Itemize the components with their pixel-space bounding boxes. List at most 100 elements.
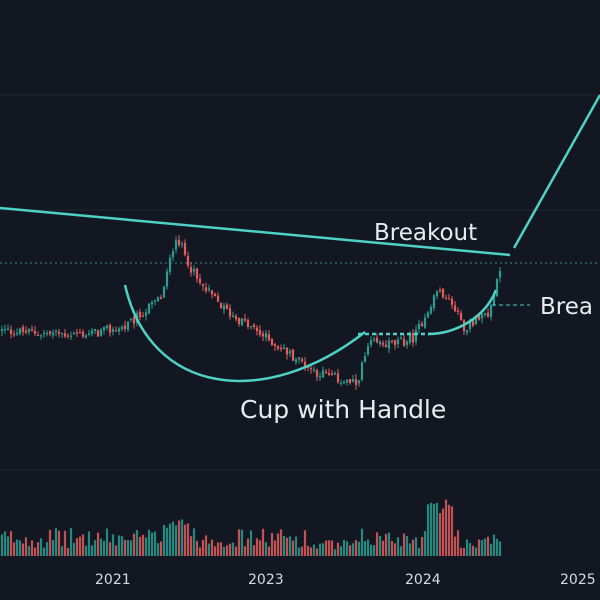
volume-bar [300,546,304,556]
candle-body [393,340,397,345]
candle-body [96,330,100,337]
volume-bar [114,545,118,556]
candle-body [288,351,292,354]
volume-bar [258,540,262,556]
volume-bar [297,547,301,556]
candle-body [105,325,109,328]
volume-bar [54,528,58,556]
candle-body [435,291,439,297]
pattern-label: Cup with Handle [240,395,446,424]
volume-bar [129,540,133,556]
candle-body [483,313,487,316]
candle-body [363,355,367,362]
volume-bar [330,540,334,556]
candle-body [54,330,58,333]
candle-body [168,257,172,272]
volume-bar [345,541,349,556]
volume-bar [384,534,388,556]
candle-body [123,325,127,330]
volume-bar [174,525,178,556]
volume-bar [39,538,43,556]
candle-body [87,333,91,335]
candle-body [6,328,10,330]
x-axis-ticks: 2021 2023 2024 2025 [95,572,596,588]
volume-bar [204,535,208,556]
volume-bar [198,547,202,556]
volume-bar [429,502,433,556]
volume-bar [42,547,46,556]
candle-body [459,312,463,321]
candle-body [75,332,79,334]
candle-body [336,373,340,383]
candle-body [219,303,223,309]
candle-body [21,326,25,332]
candle-body [432,295,436,309]
candle-body [114,330,118,332]
volume-bar [6,536,10,556]
candle-body [159,297,163,299]
candle-body [360,362,364,380]
candle-body [480,314,484,319]
volume-bar [72,542,76,556]
candle-body [465,330,469,333]
volume-bar [138,536,142,556]
candle-body [63,333,67,337]
volume-bar [378,535,382,556]
candle-body [411,332,415,343]
candle-body [18,328,22,334]
volume-bar [234,546,238,556]
candle-body [447,298,451,300]
volume-bar [240,529,244,556]
candle-body [177,239,181,246]
volume-bar [411,539,415,556]
candle-body [189,267,193,273]
candle-body [12,333,16,336]
volume-bar [459,547,463,556]
volume-bar [480,540,484,556]
candle-body [102,326,106,331]
volume-bar [492,534,496,556]
volume-bar [261,528,265,556]
volume-bar [474,547,478,556]
volume-bar [87,531,91,556]
candle-body [327,372,331,375]
volume-bar [36,542,40,556]
candle-body [438,289,442,292]
candle-body [207,288,211,291]
volume-bar [288,536,292,556]
volume-bar [468,543,472,556]
candle-body [339,382,343,385]
candle-body [495,279,499,297]
volume-bar [312,544,316,556]
volume-bar [483,538,487,556]
candle-body [231,315,235,318]
volume-bar [366,539,370,556]
candle-body [279,347,283,350]
volume-bar [252,545,256,556]
candle-body [369,340,373,345]
candle-body [471,320,475,326]
candle-body [312,369,316,371]
volume-bar [90,545,94,556]
volume-bar [273,540,277,556]
candle-body [357,380,361,384]
volume-bar [219,542,223,556]
candle-body [309,367,313,370]
volume-bar [408,543,412,556]
volume-bar [201,539,205,556]
grid-layer [0,94,600,471]
candle-body [132,317,136,324]
volume-bar [336,542,340,556]
candle-body [372,339,376,341]
candle-body [441,288,445,298]
candle-body [276,346,280,349]
volume-bar [276,533,280,556]
candle-body [192,268,196,272]
volume-bar [84,545,88,556]
volume-bar [285,537,289,556]
volume-bar [444,499,448,556]
volume-bar [144,537,148,556]
candle-body [237,317,241,325]
volume-bar [12,542,16,556]
